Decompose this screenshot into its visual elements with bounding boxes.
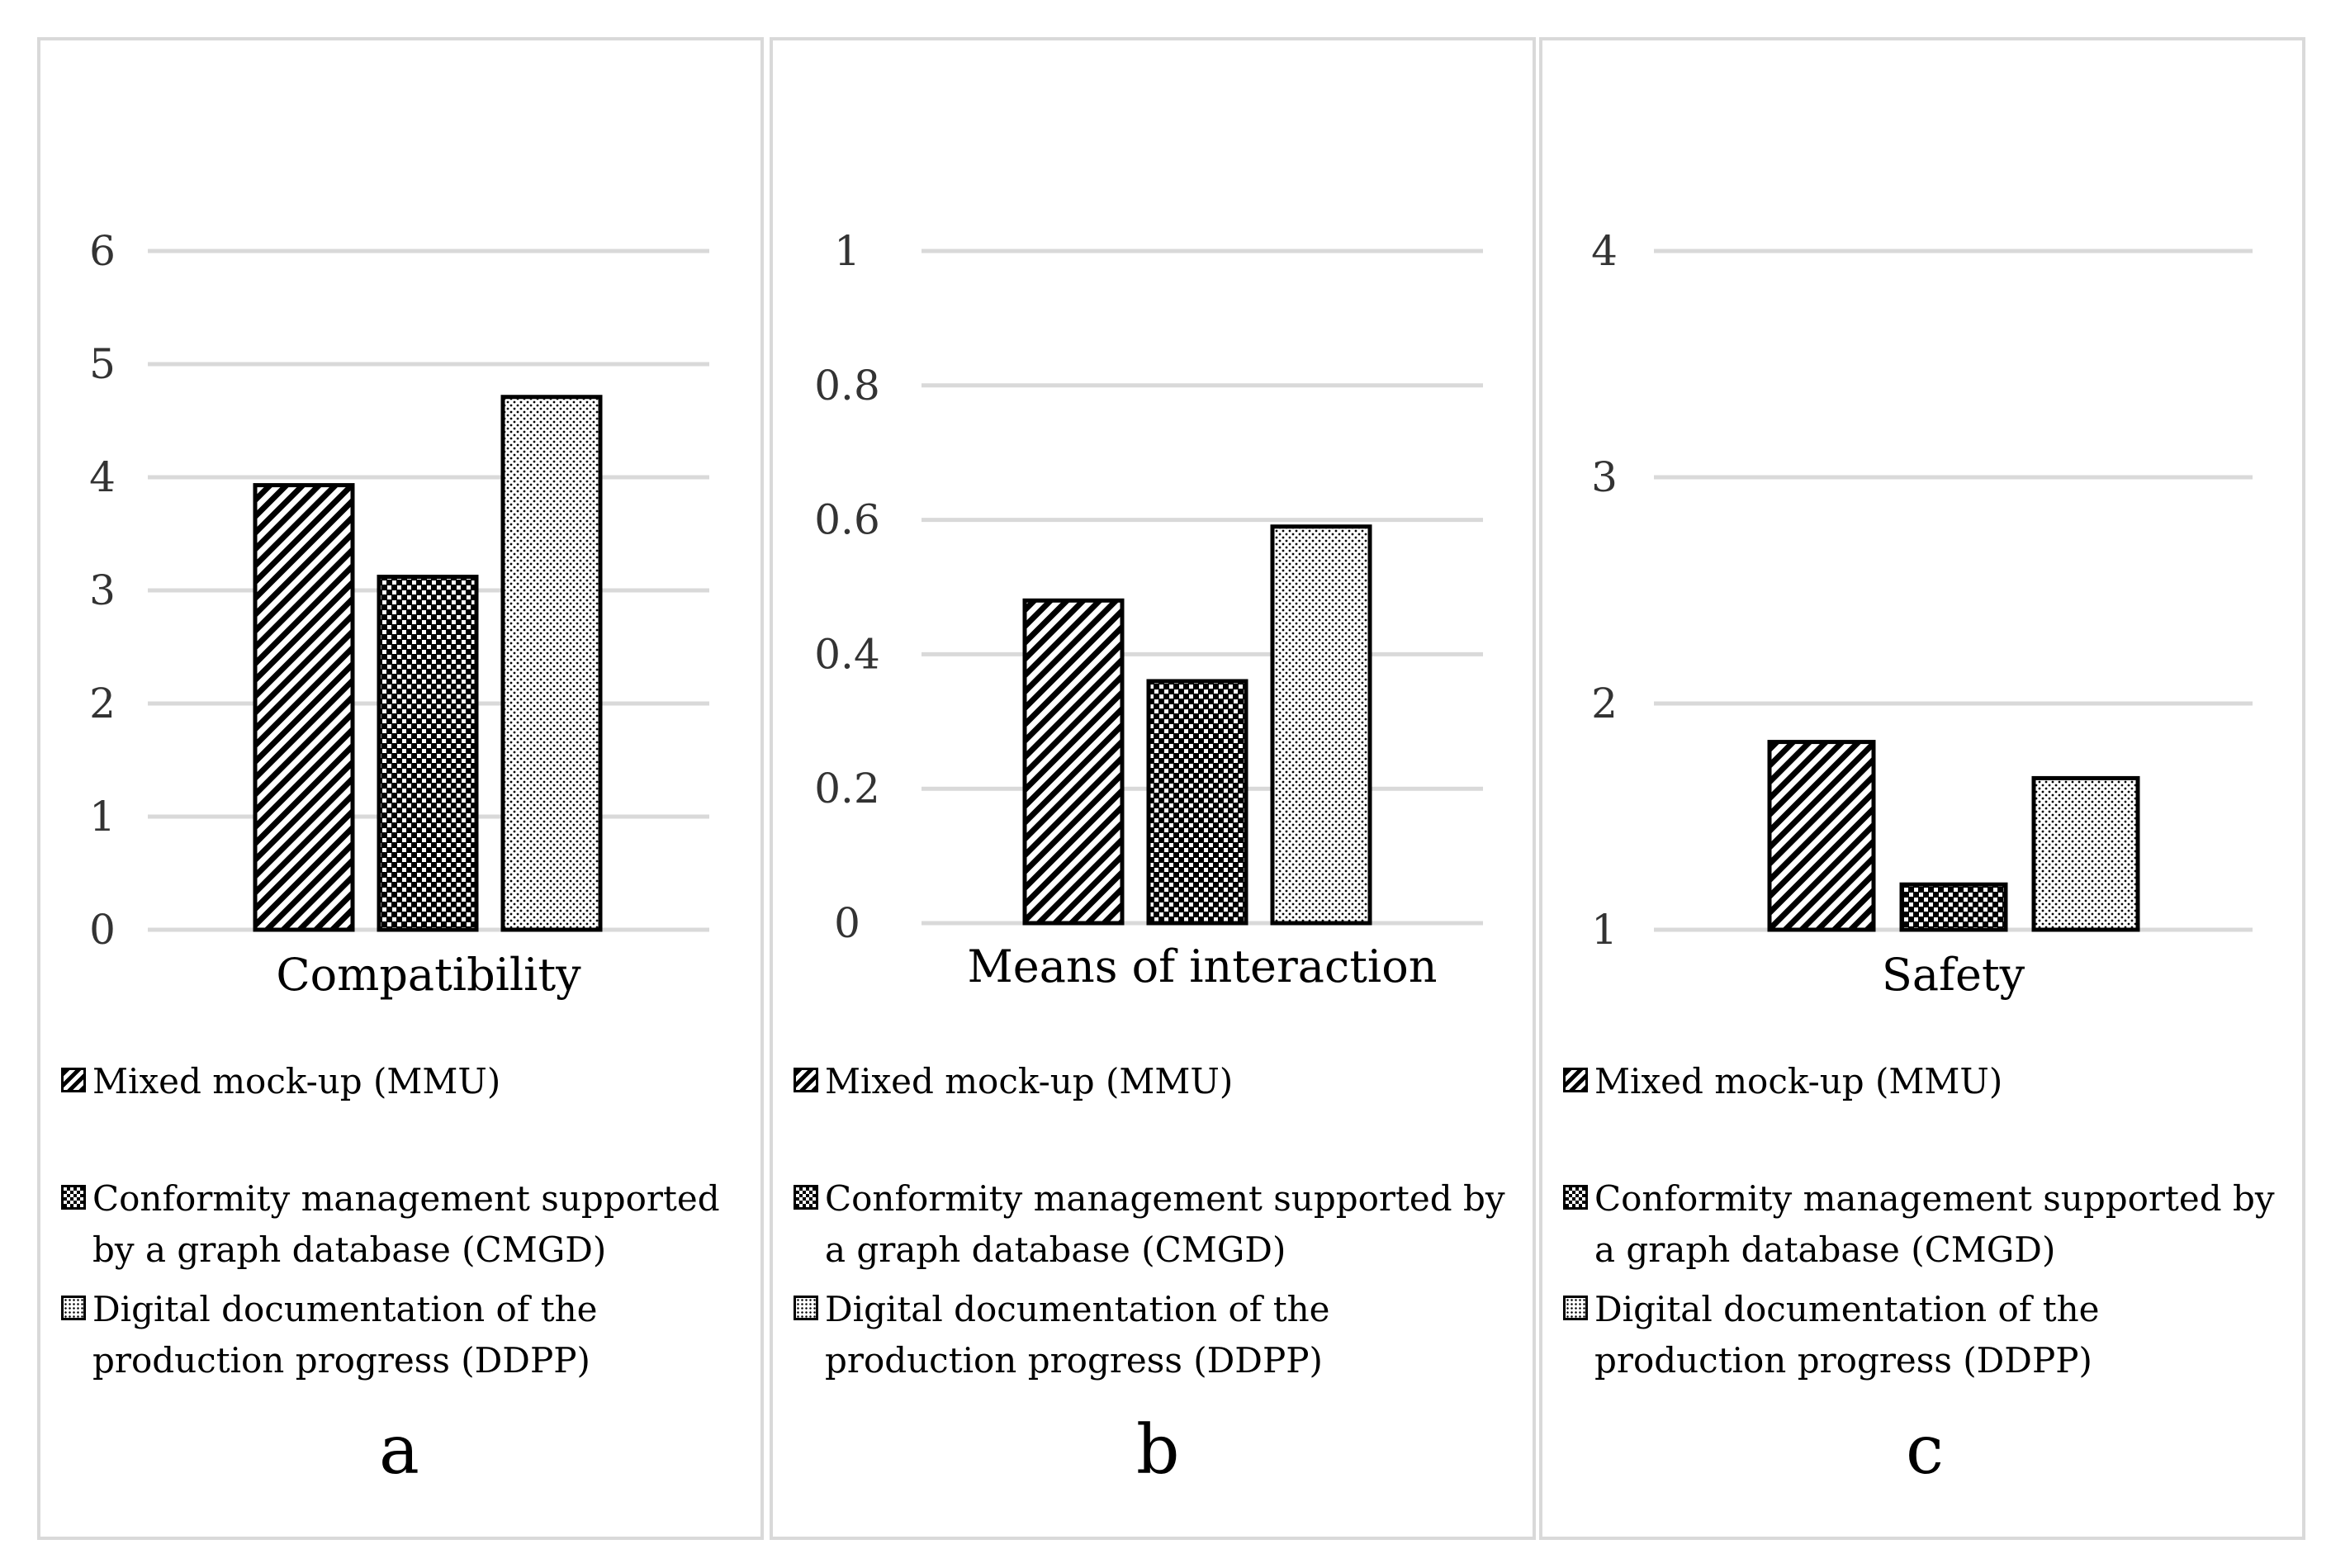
y-tick-label: 0.8 xyxy=(814,362,880,410)
legend-item-ddpp: Digital documentation of the production … xyxy=(61,1284,756,1386)
legend-swatch-cmgd xyxy=(61,1185,86,1210)
bar-ddpp xyxy=(1270,524,1372,926)
y-tick-label: 2 xyxy=(89,680,116,727)
bar-mmu xyxy=(253,483,355,932)
chart-svg-b: 0 0.2 0.4 0.6 0.8 1 Means of interaction xyxy=(814,227,1483,992)
y-tick-label: 3 xyxy=(1591,453,1618,501)
legend-item-mmu: Mixed mock-up (MMU) xyxy=(61,1056,756,1107)
bar-cmgd xyxy=(377,575,479,932)
legend-swatch-mmu xyxy=(1563,1068,1588,1092)
legend-item-mmu: Mixed mock-up (MMU) xyxy=(794,1056,1528,1107)
x-category-label: Means of interaction xyxy=(968,940,1438,992)
legend-label: Mixed mock-up (MMU) xyxy=(825,1061,1234,1101)
y-tick-label: 5 xyxy=(89,340,116,388)
x-category-label: Safety xyxy=(1882,949,2025,1001)
y-tick-label: 0.4 xyxy=(814,630,880,678)
bar-cmgd xyxy=(1899,882,2008,932)
panel-label: c xyxy=(1906,1411,1944,1490)
legend-swatch-cmgd xyxy=(794,1185,818,1210)
bar-mmu xyxy=(1022,598,1125,926)
y-tick-label: 0 xyxy=(834,899,860,947)
bar-cmgd xyxy=(1146,679,1248,926)
y-tick-label: 3 xyxy=(89,566,116,614)
y-tick-label: 4 xyxy=(1591,227,1618,275)
y-tick-label: 0 xyxy=(89,906,116,954)
legend-item-cmgd: Conformity management supported by a gra… xyxy=(794,1173,1528,1276)
chart-svg-a: 0 1 2 3 4 5 6 Compatibility xyxy=(89,227,709,1001)
legend-swatch-cmgd xyxy=(1563,1185,1588,1210)
bar-mmu xyxy=(1767,740,1876,932)
legend: Mixed mock-up (MMU) Conformity managemen… xyxy=(1563,1056,2297,1386)
y-tick-label: 1 xyxy=(834,227,860,275)
legend-swatch-mmu xyxy=(61,1068,86,1092)
legend-item-ddpp: Digital documentation of the production … xyxy=(1563,1284,2297,1386)
legend-item-mmu: Mixed mock-up (MMU) xyxy=(1563,1056,2297,1107)
legend: Mixed mock-up (MMU) Conformity managemen… xyxy=(794,1056,1528,1386)
chart-svg-c: 1 2 3 4 Safety xyxy=(1591,227,2253,1001)
legend-swatch-ddpp xyxy=(794,1296,818,1320)
y-tick-label: 1 xyxy=(1591,906,1618,954)
legend-item-ddpp: Digital documentation of the production … xyxy=(794,1284,1528,1386)
legend-label: Conformity management supported by a gra… xyxy=(825,1178,1505,1270)
y-tick-label: 2 xyxy=(1591,680,1618,727)
legend-label: Mixed mock-up (MMU) xyxy=(92,1061,501,1101)
y-tick-label: 0.6 xyxy=(814,496,880,544)
legend-label: Conformity management supported by a gra… xyxy=(1594,1178,2275,1270)
chart-panel-b: 0 0.2 0.4 0.6 0.8 1 Means of interaction Mixed… xyxy=(770,37,1536,1540)
y-tick-label: 6 xyxy=(89,227,116,275)
y-tick-label: 1 xyxy=(89,793,116,841)
legend-label: Digital documentation of the production … xyxy=(825,1289,1330,1381)
legend-label: Mixed mock-up (MMU) xyxy=(1594,1061,2003,1101)
y-tick-label: 4 xyxy=(89,453,116,501)
y-tick-label: 0.2 xyxy=(814,765,880,812)
panel-label: b xyxy=(1136,1411,1180,1490)
legend: Mixed mock-up (MMU) Conformity managemen… xyxy=(61,1056,756,1386)
panel-label: a xyxy=(379,1411,419,1490)
legend-item-cmgd: Conformity management supported by a gra… xyxy=(1563,1173,2297,1276)
bar-ddpp xyxy=(2031,775,2140,932)
legend-swatch-ddpp xyxy=(61,1296,86,1320)
legend-item-cmgd: Conformity management supported by a gra… xyxy=(61,1173,756,1276)
legend-label: Digital documentation of the production … xyxy=(1594,1289,2100,1381)
legend-swatch-mmu xyxy=(794,1068,818,1092)
legend-swatch-ddpp xyxy=(1563,1296,1588,1320)
chart-panel-c: 1 2 3 4 Safety Mixed mock-up (MMU) Conformit… xyxy=(1539,37,2305,1540)
chart-panel-a: 0 1 2 3 4 5 6 Compatibility Mixed mock-up (MMU)… xyxy=(37,37,764,1540)
x-category-label: Compatibility xyxy=(276,949,581,1001)
bar-ddpp xyxy=(500,395,603,932)
legend-label: Digital documentation of the production … xyxy=(92,1289,598,1381)
legend-label: Conformity management supported by a gra… xyxy=(92,1178,720,1270)
